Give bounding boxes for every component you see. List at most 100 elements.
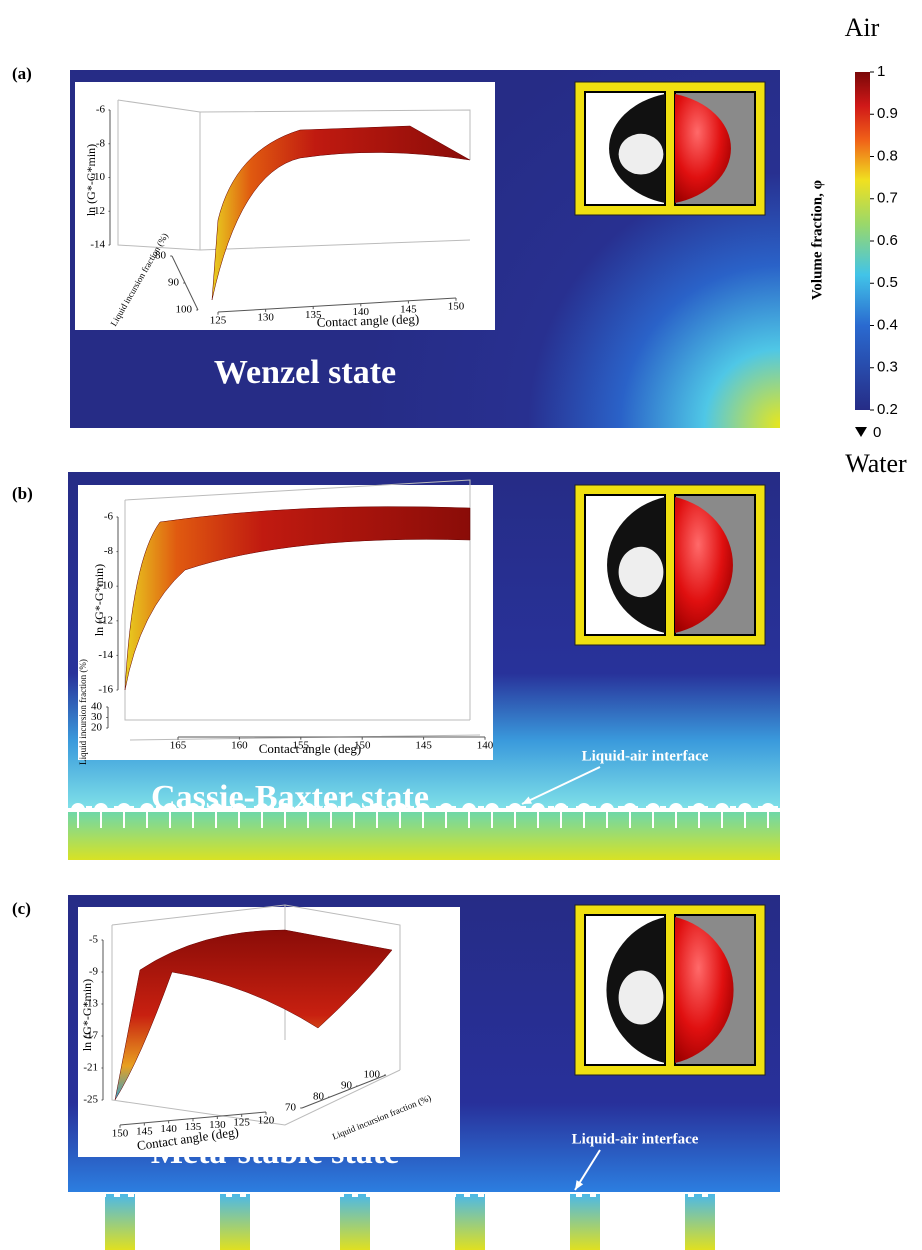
- panel-label: (c): [12, 899, 31, 918]
- droplet-highlight: [618, 970, 664, 1025]
- droplet-simulation: [675, 94, 731, 203]
- colorbar-top-label: Air: [845, 13, 880, 42]
- axis-title: ln (G*-G*min): [80, 979, 94, 1051]
- energy-surface: [124, 506, 471, 691]
- droplet-highlight: [618, 546, 664, 598]
- tick-label: 120: [258, 1115, 275, 1127]
- tick-label: 80: [313, 1091, 325, 1103]
- panel-label: (b): [12, 484, 33, 503]
- plot-box: [117, 99, 471, 251]
- tick-label: -8: [96, 137, 106, 149]
- surface-texture: [72, 806, 778, 811]
- colorbar-title: Volume fraction, φ: [809, 180, 825, 300]
- tick-label: 130: [209, 1119, 226, 1131]
- axis-title: Contact angle (deg): [259, 741, 362, 756]
- droplet-simulation: [675, 917, 734, 1063]
- droplet-simulation: [675, 497, 733, 633]
- tick-label: -6: [104, 511, 114, 523]
- tick-label: 80: [155, 250, 167, 262]
- tick-label: -10: [98, 580, 113, 592]
- colorbar-tick-label: 0.5: [877, 274, 898, 291]
- tick-label: 150: [354, 740, 371, 752]
- axis-title: Liquid incursion fraction (%): [78, 659, 88, 765]
- arrow: [521, 766, 601, 805]
- interface-label: Liquid-air interface: [572, 1131, 699, 1147]
- arrow-head: [575, 1180, 584, 1190]
- axis-title: Contact angle (deg): [316, 311, 419, 330]
- colorbar-tick-label: 0.8: [877, 147, 898, 164]
- tick-label: 40: [91, 701, 103, 713]
- tick-label: -25: [83, 1094, 98, 1106]
- pillar: [220, 1194, 250, 1250]
- tick-label: 140: [160, 1123, 177, 1135]
- arrow-head: [522, 796, 532, 804]
- tick-label: 125: [210, 315, 227, 327]
- colorbar-tick-label: 0: [873, 424, 881, 441]
- tick-label: 145: [415, 740, 432, 752]
- tick-label: 90: [341, 1080, 353, 1092]
- colorbar-tick-label: 0.3: [877, 359, 898, 376]
- tick-label: 100: [364, 1069, 381, 1081]
- tick-label: 135: [185, 1121, 202, 1133]
- tick-label: 145: [400, 303, 417, 315]
- tick-label: -10: [90, 171, 105, 183]
- tick-label: 150: [448, 301, 465, 313]
- surface-texture: [72, 1192, 778, 1197]
- tick-label: -13: [83, 998, 98, 1010]
- pillar: [340, 1194, 370, 1250]
- colorbar-tick-label: 0.2: [877, 401, 898, 418]
- inset-plot: [75, 82, 495, 330]
- colorbar-tick-label: 0.4: [877, 316, 898, 333]
- tick-label: 100: [176, 304, 193, 316]
- tick-label: 130: [257, 312, 274, 324]
- tick-label: -12: [90, 205, 105, 217]
- tick-label: -9: [89, 966, 99, 978]
- colorbar-tick-label: 0.6: [877, 232, 898, 249]
- tick-label: 90: [168, 277, 180, 289]
- tick-label: 125: [233, 1117, 250, 1129]
- axis-title: ln (G*-G*min): [92, 564, 106, 636]
- interface-label: Liquid-air interface: [582, 748, 709, 764]
- tick-label: -17: [83, 1030, 98, 1042]
- tick-label: -12: [98, 614, 113, 626]
- state-label: Wenzel state: [214, 354, 396, 391]
- tick-label: 135: [305, 309, 322, 321]
- tick-label: 20: [91, 722, 103, 734]
- surface-texture: [74, 428, 780, 433]
- colorbar-tick-label: 0.7: [877, 190, 898, 207]
- energy-surface: [211, 125, 471, 301]
- energy-surface: [114, 929, 393, 1101]
- tick-label: 30: [91, 711, 103, 723]
- tick-label: 160: [231, 740, 248, 752]
- droplet-highlight: [618, 133, 664, 175]
- tick-label: 150: [112, 1128, 129, 1140]
- pillar: [685, 1194, 715, 1250]
- tick-label: -14: [98, 649, 113, 661]
- tick-label: -21: [83, 1062, 98, 1074]
- axis-line: [217, 297, 457, 313]
- colorbar: [855, 72, 870, 410]
- colorbar-tick-label: 1: [877, 63, 885, 80]
- tick-label: 165: [170, 740, 187, 752]
- pillar: [105, 1194, 135, 1250]
- tick-label: -14: [90, 239, 105, 251]
- colorbar-bottom-label: Water: [845, 449, 907, 478]
- pillar: [570, 1194, 600, 1250]
- axis-title: ln (G*-G*min): [84, 144, 98, 216]
- pillar: [455, 1194, 485, 1250]
- tick-label: 140: [353, 306, 370, 318]
- tick-label: 145: [136, 1125, 153, 1137]
- tick-label: -5: [89, 934, 99, 946]
- tick-label: 70: [285, 1102, 297, 1114]
- panel-label: (a): [12, 64, 32, 83]
- tick-label: 155: [293, 740, 310, 752]
- state-label: Cassie-Baxter state: [151, 779, 429, 816]
- colorbar-tick-label: 0.9: [877, 105, 898, 122]
- axis-line: [301, 1074, 387, 1109]
- tick-label: -6: [96, 104, 106, 116]
- tick-label: -8: [104, 545, 114, 557]
- tick-label: -16: [98, 684, 113, 696]
- below-min-marker: [855, 427, 867, 437]
- tick-label: 140: [477, 740, 494, 752]
